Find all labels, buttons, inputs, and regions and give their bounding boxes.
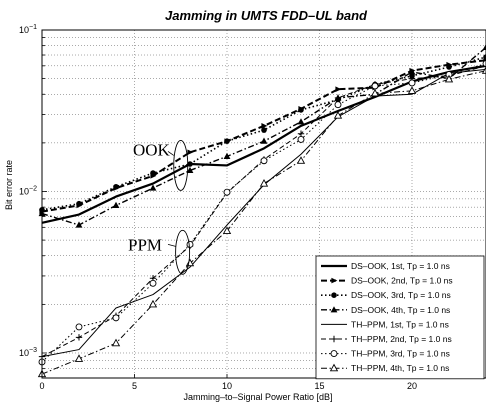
legend-marker (331, 292, 337, 299)
legend-label: TH–PPM, 3rd, Tp = 1.0 ns (351, 349, 450, 359)
chart-title: Jamming in UMTS FDD–UL band (165, 8, 368, 23)
data-point (260, 157, 268, 165)
ppm-label: PPM (128, 235, 162, 254)
data-point (483, 54, 486, 60)
y-axis-label: Bit error rate (4, 160, 14, 210)
data-point (149, 279, 157, 287)
legend-label: TH–PPM, 4th, Tp = 1.0 ns (351, 363, 449, 373)
data-point (334, 94, 342, 102)
data-point (223, 152, 231, 159)
data-point (296, 156, 306, 164)
data-point (76, 200, 82, 207)
legend-label: DS–OOK, 4th, Tp = 1.0 ns (351, 305, 450, 315)
series-group (37, 43, 486, 378)
ppm-pointer (167, 243, 176, 247)
data-point (112, 201, 120, 209)
data-point (75, 221, 83, 228)
legend-box (315, 255, 485, 380)
data-point (149, 184, 157, 191)
legend-label: DS–OOK, 1st, Tp = 1.0 ns (351, 261, 450, 271)
data-point (187, 161, 193, 167)
legend-marker (330, 306, 338, 313)
data-point (261, 123, 268, 129)
data-point (444, 74, 454, 83)
legend-label: DS–OOK, 2nd, Tp = 1.0 ns (351, 276, 453, 286)
series-8 (37, 66, 486, 378)
data-point (112, 314, 120, 322)
data-point (111, 338, 121, 347)
data-point (150, 170, 156, 176)
x-axis-label: Jamming–to–Signal Power Ratio [dB] (183, 392, 332, 402)
data-point (334, 101, 342, 109)
data-point (408, 79, 416, 87)
data-point (333, 111, 343, 119)
data-point (74, 354, 84, 362)
data-point (446, 64, 452, 70)
legend-label: TH–PPM, 2nd, Tp = 1.0 ns (351, 334, 452, 344)
data-point (407, 86, 417, 94)
y-tick-label: 10−1 (19, 24, 37, 35)
data-point (482, 43, 486, 51)
x-tick-label: 10 (222, 381, 232, 391)
data-point (297, 136, 305, 143)
legend-marker (329, 363, 339, 372)
legend-marker (330, 350, 338, 358)
y-tick-label: 10−2 (19, 185, 37, 196)
data-point (75, 334, 83, 341)
annotations: OOK PPM (128, 139, 191, 275)
data-point (481, 66, 486, 74)
legend-item: TH–PPM, 4th, Tp = 1.0 ns (321, 363, 449, 373)
legend-item: TH–PPM, 3rd, Tp = 1.0 ns (321, 349, 450, 359)
data-point (261, 127, 267, 133)
legend-item: DS–OOK, 4th, Tp = 1.0 ns (321, 305, 450, 315)
legend-item: TH–PPM, 1st, Tp = 1.0 ns (321, 319, 449, 329)
data-point (224, 138, 230, 144)
data-point (408, 68, 416, 75)
ppm-ellipse (175, 229, 191, 275)
legend-marker (331, 277, 338, 284)
legend: DS–OOK, 1st, Tp = 1.0 ns DS–OOK, 2nd, Tp … (315, 255, 485, 380)
data-point (187, 149, 194, 156)
legend-label: TH–PPM, 1st, Tp = 1.0 ns (351, 319, 449, 329)
x-tick-label: 15 (314, 381, 324, 391)
data-point (370, 88, 380, 97)
data-point (222, 226, 232, 234)
plot-frame (41, 29, 486, 379)
legend-marker (330, 335, 338, 343)
legend-item: TH–PPM, 2nd, Tp = 1.0 ns (321, 334, 452, 344)
data-point (298, 107, 304, 113)
data-point (335, 86, 342, 92)
x-tick-label: 20 (407, 381, 417, 391)
ook-ellipse (173, 139, 189, 191)
legend-item: DS–OOK, 2nd, Tp = 1.0 ns (321, 276, 453, 286)
ook-pointer (167, 151, 174, 156)
data-point (259, 179, 269, 187)
data-point (482, 60, 486, 67)
data-point (186, 240, 194, 248)
data-point (113, 183, 119, 190)
y-tick-label: 10−3 (19, 347, 37, 358)
legend-item: DS–OOK, 1st, Tp = 1.0 ns (321, 261, 450, 271)
series-7 (38, 60, 486, 366)
data-point (297, 130, 305, 137)
data-point (148, 299, 158, 308)
data-point (186, 166, 194, 174)
data-point (297, 118, 305, 125)
legend-item: DS–OOK, 3rd, Tp = 1.0 ns (321, 290, 451, 300)
x-tick-label: 5 (132, 381, 137, 391)
legend-label: DS–OOK, 3rd, Tp = 1.0 ns (351, 290, 451, 300)
data-point (260, 137, 268, 144)
x-tick-label: 0 (39, 381, 44, 391)
data-point (371, 82, 379, 90)
data-point (223, 188, 231, 196)
ook-label: OOK (133, 140, 171, 159)
data-point (75, 323, 83, 331)
